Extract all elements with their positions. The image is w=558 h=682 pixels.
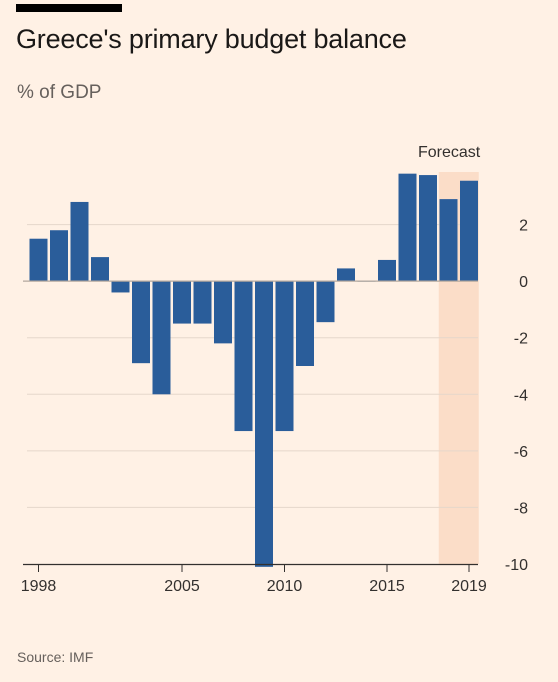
bar-2000 [70, 201, 89, 282]
bar-chart: 2 0 -2 -4 -6 -8 -10 1998 2005 2010 2015 2019 Foreca… [21, 144, 528, 595]
bar-2002 [111, 281, 130, 293]
bar-2005 [173, 281, 191, 324]
chart-subtitle: % of GDP [17, 82, 102, 103]
forecast-label: Forecast [418, 144, 481, 161]
y-tick-label: 0 [519, 274, 528, 291]
bar-2015 [378, 259, 396, 282]
bar-2008 [234, 281, 253, 432]
bar-2004 [152, 281, 171, 395]
axes: 2 0 -2 -4 -6 -8 -10 1998 2005 2010 2015 2019 [21, 218, 528, 595]
x-tick-label: 2005 [164, 578, 200, 595]
x-tick-label: 2019 [451, 578, 487, 595]
y-tick-label: -8 [514, 500, 528, 517]
y-tick-label: 2 [519, 218, 528, 235]
y-tick-label: -4 [514, 387, 528, 404]
y-tick-label: -10 [505, 557, 528, 574]
bar-1998 [29, 238, 48, 282]
x-tick-label: 2015 [369, 578, 405, 595]
y-tick-label: -6 [514, 444, 528, 461]
top-rule [16, 4, 122, 12]
bar-2013 [337, 268, 355, 282]
chart-title: Greece's primary budget balance [16, 24, 407, 54]
bar-2019 [460, 180, 478, 282]
bar-2010 [275, 281, 294, 432]
bar-2016 [398, 173, 417, 282]
bar-2017 [419, 175, 437, 282]
bar-2003 [132, 281, 150, 364]
bar-2001 [91, 257, 109, 282]
bar-1999 [50, 230, 68, 282]
bars [29, 173, 478, 567]
bar-2009 [255, 281, 273, 567]
bar-2018 [439, 199, 458, 282]
x-tick-label: 2010 [267, 578, 303, 595]
bar-2006 [193, 281, 212, 324]
bar-2007 [214, 281, 232, 344]
bar-2012 [316, 281, 335, 323]
y-tick-label: -2 [514, 331, 528, 348]
source-note: Source: IMF [17, 649, 94, 665]
bar-2011 [296, 281, 314, 366]
x-tick-label: 1998 [21, 578, 57, 595]
